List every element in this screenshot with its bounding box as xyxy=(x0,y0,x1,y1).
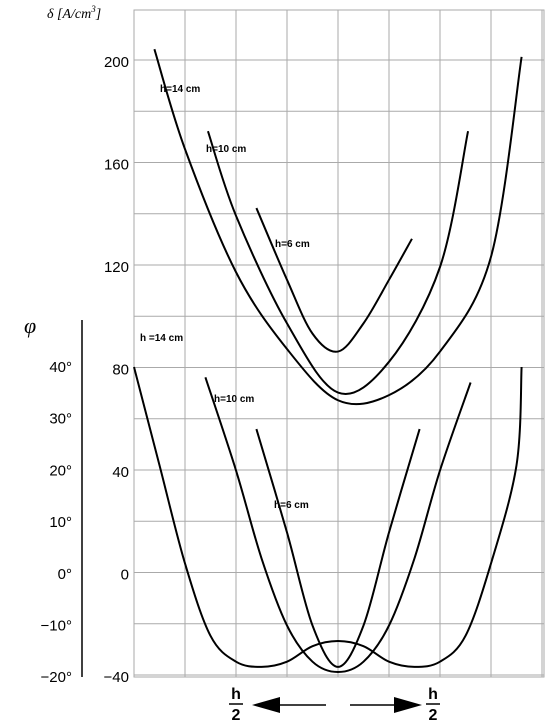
curves xyxy=(133,48,523,674)
right-half-numerator: h xyxy=(428,686,438,703)
delta-tick-label: 160 xyxy=(104,157,129,174)
delta-tick-label: 0 xyxy=(121,567,129,584)
delta-tick-label: 80 xyxy=(112,362,129,379)
delta-tick-labels: 200 160 120 80 40 0 −40 xyxy=(104,54,129,686)
phi-axis-title: φ xyxy=(24,313,36,338)
phi-curve-h-6-cm xyxy=(255,428,421,668)
left-half-numerator: h xyxy=(231,686,241,703)
delta-curve-h-14-cm xyxy=(153,48,523,406)
right-arrow xyxy=(350,697,422,713)
delta-curve-label: h=14 cm xyxy=(160,84,200,95)
phi-tick-label: 30° xyxy=(49,411,72,428)
delta-curve-h-10-cm xyxy=(207,130,470,395)
delta-tick-label: 40 xyxy=(112,464,129,481)
left-half-denominator: 2 xyxy=(232,707,241,724)
delta-curve-label: h=10 cm xyxy=(206,144,246,155)
phi-tick-label: 40° xyxy=(49,359,72,376)
phi-curve-h-14-cm xyxy=(133,366,523,668)
phi-curve-label: h =14 cm xyxy=(140,333,183,344)
x-axis-labels: h 2 h 2 xyxy=(229,686,440,724)
phi-tick-label: −10° xyxy=(41,618,72,635)
left-half-label: h 2 xyxy=(229,686,243,724)
phi-tick-labels: 40° 30° 20° 10° 0° −10° −20° xyxy=(41,359,72,686)
delta-axis-title: δ [A/cm3] xyxy=(47,4,101,22)
phi-tick-label: −20° xyxy=(41,669,72,686)
right-half-label: h 2 xyxy=(426,686,440,724)
delta-tick-label: −40 xyxy=(104,669,129,686)
phi-curve-label: h=6 cm xyxy=(274,500,309,511)
delta-tick-label: 120 xyxy=(104,259,129,276)
phi-curve-label: h=10 cm xyxy=(214,394,254,405)
phi-tick-label: 0° xyxy=(58,566,72,583)
left-arrow xyxy=(252,697,326,713)
delta-curve-h-6-cm xyxy=(255,207,413,353)
phi-axis: φ xyxy=(24,313,83,677)
phi-tick-label: 20° xyxy=(49,462,72,479)
grid xyxy=(133,9,545,678)
phi-tick-label: 10° xyxy=(49,514,72,531)
delta-tick-label: 200 xyxy=(104,54,129,71)
phi-curve-h-10-cm xyxy=(204,377,472,674)
delta-curve-label: h=6 cm xyxy=(275,239,310,250)
curve-labels: h=14 cm h=10 cm h=6 cm h =14 cm h=10 cm h=6 c… xyxy=(140,84,310,511)
plot-frame xyxy=(133,9,545,678)
right-half-denominator: 2 xyxy=(429,707,438,724)
